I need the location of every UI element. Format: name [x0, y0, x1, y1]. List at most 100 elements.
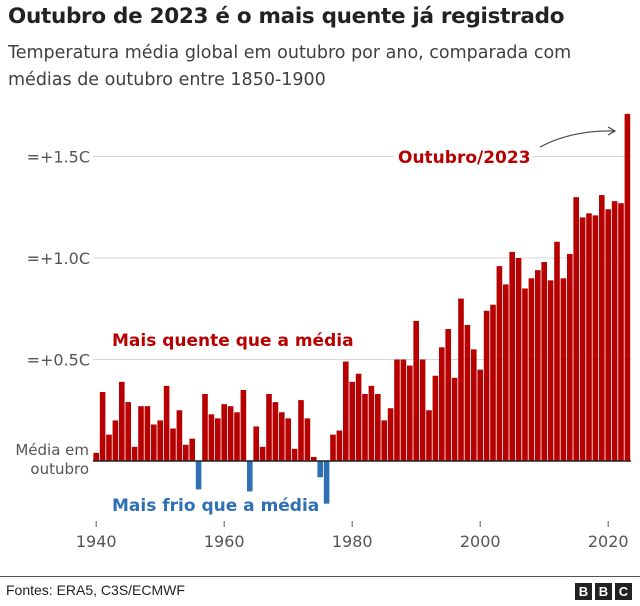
bbc-logo-letter: C [615, 583, 632, 600]
bar-1991 [419, 359, 426, 461]
bar-2013 [560, 278, 567, 461]
x-tick-label: 2020 [588, 532, 629, 551]
bar-2003 [496, 266, 503, 461]
bar-1989 [407, 365, 413, 461]
bar-1962 [234, 412, 240, 461]
bar-1969 [279, 412, 285, 461]
bar-1953 [176, 410, 183, 461]
warm-annotation: Mais quente que a média [112, 331, 354, 351]
bar-1956 [195, 461, 202, 490]
bar-1957 [202, 394, 208, 461]
y-tick-label: =+0.5C [27, 351, 90, 370]
bar-1995 [445, 329, 451, 461]
bar-1982 [362, 394, 368, 461]
footer-divider [0, 576, 640, 577]
bar-2004 [503, 284, 509, 461]
bar-1964 [247, 461, 253, 492]
bar-1983 [368, 385, 375, 461]
bar-1948 [144, 406, 151, 461]
bar-1958 [208, 414, 215, 461]
bar-1941 [99, 391, 106, 461]
x-tick-label: 2000 [460, 532, 501, 551]
bar-1996 [451, 377, 458, 461]
bar-1976 [323, 461, 330, 504]
bar-2018 [592, 215, 599, 461]
cold-annotation: Mais frio que a média [112, 496, 319, 516]
bar-1994 [439, 347, 445, 461]
bar-1986 [387, 408, 394, 461]
bar-1970 [285, 418, 291, 461]
bbc-logo: B B C [575, 583, 632, 600]
bar-2011 [547, 280, 554, 461]
bar-1946 [131, 446, 138, 461]
bar-1987 [394, 359, 400, 461]
bar-2016 [579, 217, 586, 461]
bbc-logo-letter: B [575, 583, 592, 600]
highlight-annotation: Outubro/2023 [398, 148, 531, 168]
bar-1951 [163, 385, 170, 461]
chart-title: Outubro de 2023 é o mais quente já regis… [8, 4, 565, 29]
bar-2015 [573, 197, 579, 461]
bar-2014 [567, 253, 573, 461]
bar-1975 [317, 461, 323, 478]
bar-2012 [554, 241, 560, 461]
bar-2021 [611, 201, 618, 461]
bar-1959 [215, 418, 221, 461]
bar-1972 [298, 400, 304, 461]
bar-1960 [221, 404, 227, 461]
bar-1990 [413, 320, 419, 461]
bar-2010 [541, 262, 547, 461]
bar-1978 [336, 430, 343, 461]
bar-2001 [483, 310, 490, 461]
bar-2000 [477, 369, 483, 461]
bar-1944 [119, 381, 125, 461]
arrow-icon [539, 130, 615, 148]
bar-2023 [624, 113, 631, 462]
bar-2009 [535, 270, 541, 461]
bar-2005 [509, 251, 515, 461]
bar-1966 [259, 446, 266, 461]
source-text: Fontes: ERA5, C3S/ECMWF [6, 582, 185, 598]
bar-2002 [490, 304, 496, 461]
bar-1985 [381, 420, 387, 461]
bar-1945 [125, 402, 131, 461]
bar-1999 [471, 349, 477, 461]
bar-1949 [151, 424, 157, 461]
bar-1967 [266, 394, 272, 461]
bar-1950 [157, 420, 163, 461]
bar-1940 [93, 452, 99, 461]
bar-1952 [170, 428, 176, 461]
bar-1998 [464, 324, 471, 461]
bar-1955 [189, 438, 195, 461]
bar-1988 [400, 359, 407, 461]
bar-1942 [106, 434, 112, 461]
bar-1961 [227, 406, 234, 461]
bar-2017 [586, 213, 592, 461]
bar-2020 [605, 209, 611, 461]
bar-1984 [375, 394, 381, 461]
bar-1992 [426, 410, 432, 461]
bar-1979 [343, 361, 349, 461]
bar-1968 [272, 402, 279, 461]
bar-2007 [522, 288, 528, 461]
bar-2008 [528, 278, 535, 461]
bar-1973 [304, 418, 311, 461]
highlight-label-bg [394, 142, 532, 166]
bar-1974 [311, 456, 317, 461]
bar-2006 [515, 258, 522, 461]
bar-1971 [291, 448, 298, 461]
x-tick-label: 1960 [204, 532, 245, 551]
y-tick-label: Média em [15, 441, 89, 459]
bar-1963 [240, 389, 247, 461]
bar-1954 [183, 444, 189, 461]
bar-1947 [138, 406, 144, 461]
bar-1993 [432, 375, 439, 461]
bar-1965 [253, 426, 259, 461]
bar-1981 [355, 373, 362, 461]
bar-1943 [112, 420, 119, 461]
chart-subtitle: Temperatura média global em outubro por … [8, 43, 572, 90]
y-tick-label: =+1.0C [27, 249, 90, 268]
bar-1977 [330, 434, 336, 461]
bar-2022 [618, 203, 624, 461]
